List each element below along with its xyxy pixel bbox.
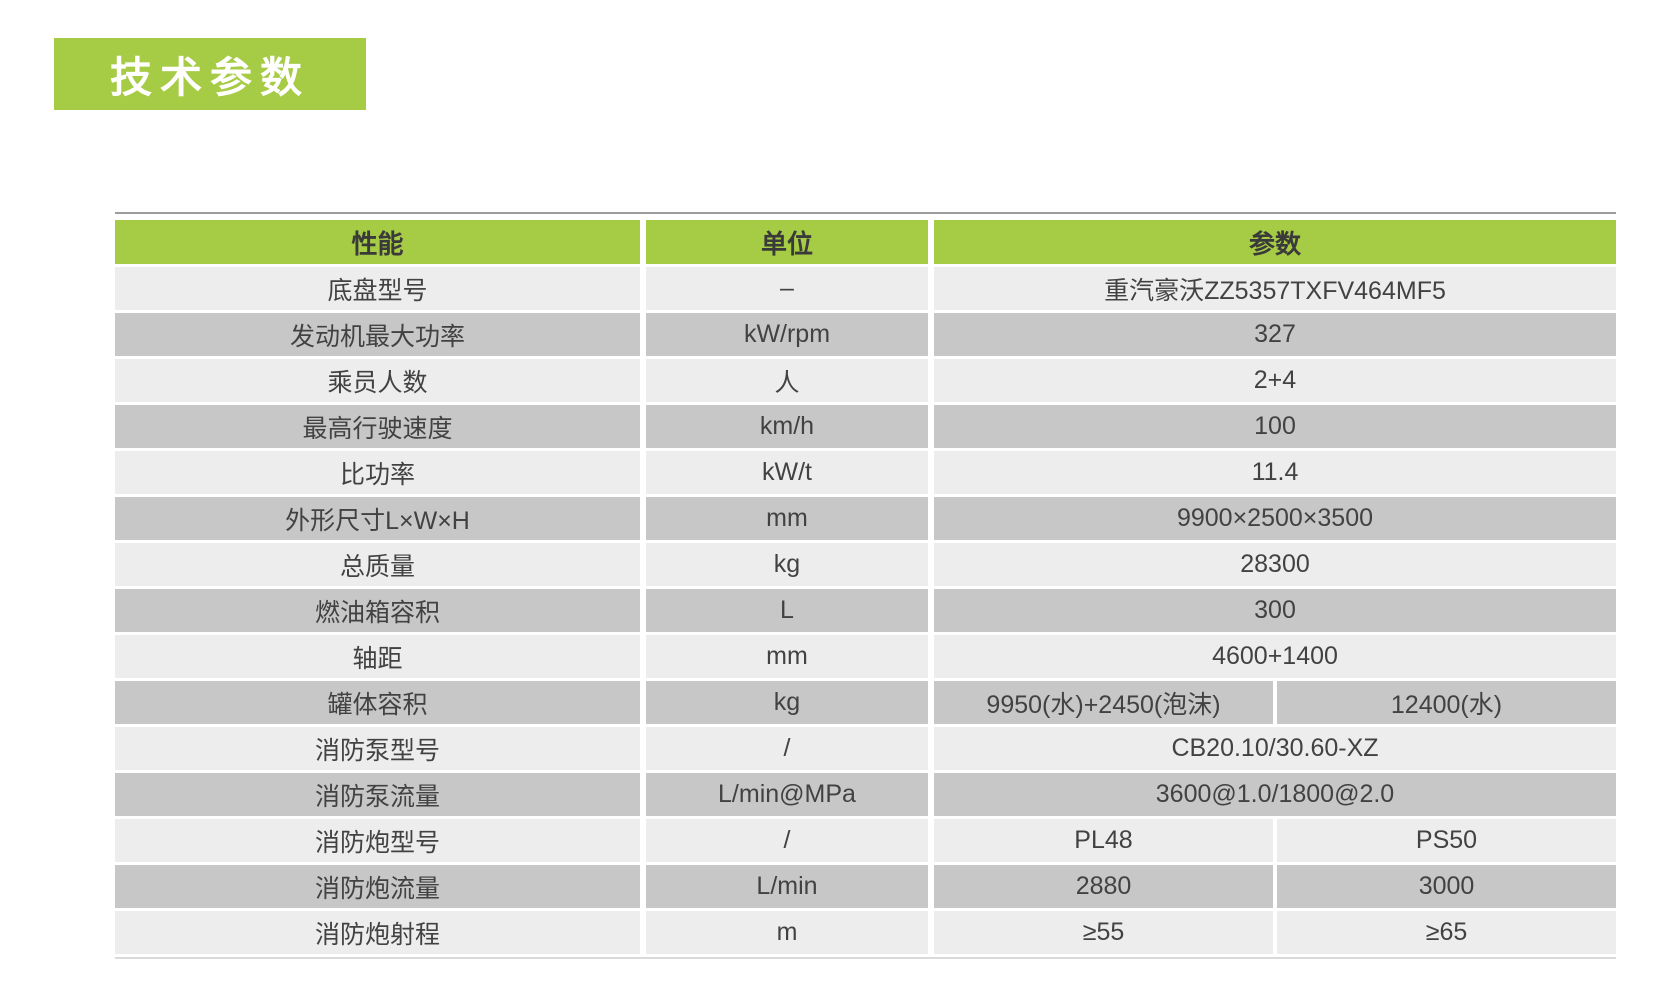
unit-cell: /: [646, 727, 928, 770]
value-cell: 100: [934, 405, 1616, 448]
value-cell: ≥55: [934, 911, 1273, 954]
value-cell: 327: [934, 313, 1616, 356]
value-cell: 2880: [934, 865, 1273, 908]
table-row: 最高行驶速度 km/h 100: [115, 405, 1616, 448]
value-cell: PS50: [1277, 819, 1616, 862]
param-name-cell: 发动机最大功率: [115, 313, 640, 356]
table-row: 燃油箱容积 L 300: [115, 589, 1616, 632]
table-row: 外形尺寸L×W×H mm 9900×2500×3500: [115, 497, 1616, 540]
unit-cell: L/min: [646, 865, 928, 908]
value-split: ≥55 ≥65: [934, 911, 1616, 954]
value-cell: 9900×2500×3500: [934, 497, 1616, 540]
param-name-cell: 罐体容积: [115, 681, 640, 724]
param-name-cell: 消防炮射程: [115, 911, 640, 954]
value-cell: 4600+1400: [934, 635, 1616, 678]
table-row: 消防泵型号 / CB20.10/30.60-XZ: [115, 727, 1616, 770]
value-cell: 重汽豪沃ZZ5357TXFV464MF5: [934, 267, 1616, 310]
unit-cell: mm: [646, 635, 928, 678]
value-cell: 2+4: [934, 359, 1616, 402]
table-header-row: 性能 单位 参数: [115, 220, 1616, 264]
value-cell: 3600@1.0/1800@2.0: [934, 773, 1616, 816]
table-row: 乘员人数人 2+4: [115, 359, 1616, 402]
section-title-badge: 技术参数: [54, 38, 366, 110]
param-name-cell: 底盘型号: [115, 267, 640, 310]
table-row: 发动机最大功率 kW/rpm 327: [115, 313, 1616, 356]
param-name-cell: 外形尺寸L×W×H: [115, 497, 640, 540]
table-row: 轴距 mm 4600+1400: [115, 635, 1616, 678]
spec-table: 性能 单位 参数 底盘型号 – 重汽豪沃ZZ5357TXFV464MF5 发动机最大功…: [115, 212, 1616, 959]
value-cell: 9950(水)+2450(泡沫): [934, 681, 1273, 724]
unit-cell: m: [646, 911, 928, 954]
param-name-cell: 最高行驶速度: [115, 405, 640, 448]
unit-cell: –: [646, 267, 928, 310]
unit-cell: km/h: [646, 405, 928, 448]
value-cell: 300: [934, 589, 1616, 632]
param-name-cell: 乘员人数: [115, 359, 640, 402]
table-row: 罐体容积 kg 9950(水)+2450(泡沫) 12400(水): [115, 681, 1616, 724]
spec-table-body: 底盘型号 – 重汽豪沃ZZ5357TXFV464MF5 发动机最大功率 kW/rpm 32…: [115, 267, 1616, 954]
value-split: 9950(水)+2450(泡沫) 12400(水): [934, 681, 1616, 724]
param-name-cell: 消防炮型号: [115, 819, 640, 862]
value-cell: 11.4: [934, 451, 1616, 494]
unit-cell: kW/t: [646, 451, 928, 494]
header-unit: 单位: [646, 220, 928, 264]
unit-cell: kW/rpm: [646, 313, 928, 356]
unit-cell: 人: [646, 359, 928, 402]
unit-cell: L: [646, 589, 928, 632]
param-name-cell: 消防泵型号: [115, 727, 640, 770]
param-name-cell: 总质量: [115, 543, 640, 586]
table-row: 消防炮射程 m ≥55 ≥65: [115, 911, 1616, 954]
param-name-cell: 消防泵流量: [115, 773, 640, 816]
value-cell: 28300: [934, 543, 1616, 586]
table-row: 底盘型号 – 重汽豪沃ZZ5357TXFV464MF5: [115, 267, 1616, 310]
param-name-cell: 轴距: [115, 635, 640, 678]
value-split: 2880 3000: [934, 865, 1616, 908]
value-cell: PL48: [934, 819, 1273, 862]
unit-cell: mm: [646, 497, 928, 540]
value-cell: ≥65: [1277, 911, 1616, 954]
header-parameter: 参数: [934, 220, 1616, 264]
value-cell: 12400(水): [1277, 681, 1616, 724]
table-row: 消防泵流量 L/min@MPa 3600@1.0/1800@2.0: [115, 773, 1616, 816]
table-row: 消防炮流量 L/min 2880 3000: [115, 865, 1616, 908]
table-row: 比功率 kW/t 11.4: [115, 451, 1616, 494]
unit-cell: kg: [646, 543, 928, 586]
value-cell: CB20.10/30.60-XZ: [934, 727, 1616, 770]
table-row: 消防炮型号 / PL48 PS50: [115, 819, 1616, 862]
table-row: 总质量 kg 28300: [115, 543, 1616, 586]
unit-cell: kg: [646, 681, 928, 724]
table-bottom-rule: [115, 957, 1616, 959]
param-name-cell: 比功率: [115, 451, 640, 494]
value-split: PL48 PS50: [934, 819, 1616, 862]
param-name-cell: 消防炮流量: [115, 865, 640, 908]
unit-cell: L/min@MPa: [646, 773, 928, 816]
param-name-cell: 燃油箱容积: [115, 589, 640, 632]
unit-cell: /: [646, 819, 928, 862]
value-cell: 3000: [1277, 865, 1616, 908]
table-top-rule: [115, 212, 1616, 214]
header-performance: 性能: [115, 220, 640, 264]
